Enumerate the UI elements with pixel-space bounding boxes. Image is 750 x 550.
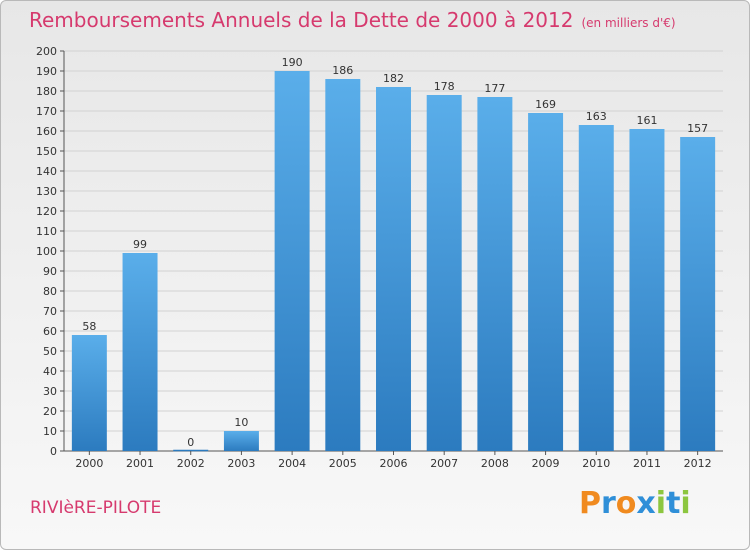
y-tick-label: 60 (43, 325, 57, 338)
y-tick-label: 160 (36, 125, 57, 138)
logo-letter: P (579, 486, 601, 521)
y-tick-label: 110 (36, 225, 57, 238)
bar (274, 71, 310, 451)
bar (477, 97, 513, 451)
x-tick-label: 2005 (329, 457, 357, 470)
y-tick-label: 50 (43, 345, 57, 358)
y-tick-label: 0 (50, 445, 57, 458)
logo-letter: i (680, 486, 691, 521)
y-tick-label: 190 (36, 65, 57, 78)
y-tick-label: 70 (43, 305, 57, 318)
x-tick-label: 2000 (75, 457, 103, 470)
commune-name: RIVIèRE-PILOTE (30, 498, 162, 518)
data-label: 182 (383, 72, 404, 85)
x-tick-label: 2001 (126, 457, 154, 470)
bar (680, 137, 716, 451)
x-tick-labels: 2000 2001 2002 2003 2004 2005 2006 2007 2008 2009… (75, 451, 712, 470)
proxiti-logo: Proxiti (579, 486, 691, 521)
data-label: 10 (234, 416, 248, 429)
logo-letter: o (615, 486, 637, 521)
y-tick-labels: 0 10 20 30 40 50 60 70 80 90 100 110 120 130 140 150 160… (36, 45, 57, 458)
logo-letter: i (655, 486, 667, 521)
data-label: 161 (636, 114, 657, 127)
y-tick-label: 120 (36, 205, 57, 218)
data-label: 0 (187, 436, 194, 449)
y-tick-label: 140 (36, 165, 57, 178)
data-label: 186 (332, 64, 353, 77)
bar (578, 125, 614, 451)
x-tick-label: 2010 (582, 457, 610, 470)
data-label: 190 (282, 56, 303, 69)
logo-letter: t (666, 486, 681, 521)
bar (376, 87, 411, 451)
x-tick-label: 2009 (532, 457, 560, 470)
y-tick-label: 90 (43, 265, 57, 278)
bar (122, 253, 158, 451)
bar (629, 129, 665, 451)
data-label: 178 (434, 80, 455, 93)
y-tick-label: 30 (43, 385, 57, 398)
y-tick-label: 130 (36, 185, 57, 198)
y-tick-label: 40 (43, 365, 57, 378)
x-tick-label: 2008 (481, 457, 509, 470)
x-tick-label: 2012 (684, 457, 712, 470)
bar (426, 95, 462, 451)
bar (528, 113, 564, 451)
data-label: 177 (484, 82, 505, 95)
bar (223, 431, 259, 451)
chart-title-text: Remboursements Annuels de la Dette de 20… (29, 8, 574, 32)
bar (71, 335, 107, 451)
x-tick-label: 2011 (633, 457, 661, 470)
logo-letter: r (601, 486, 616, 521)
y-tick-label: 180 (36, 85, 57, 98)
chart-title: Remboursements Annuels de la Dette de 20… (29, 8, 676, 32)
data-label: 169 (535, 98, 556, 111)
y-tick-label: 80 (43, 285, 57, 298)
data-label: 58 (82, 320, 96, 333)
data-label: 163 (586, 110, 607, 123)
bars (71, 71, 716, 452)
y-tick-label: 200 (36, 45, 57, 58)
y-tick-label: 170 (36, 105, 57, 118)
bar (325, 79, 361, 451)
data-labels: 58 99 0 10 190 186 182 178 177 169 163 161 157 (82, 56, 708, 449)
y-tick-label: 150 (36, 145, 57, 158)
data-label: 157 (687, 122, 708, 135)
x-tick-label: 2006 (380, 457, 408, 470)
x-tick-label: 2004 (278, 457, 306, 470)
y-tick-label: 10 (43, 425, 57, 438)
x-tick-label: 2003 (227, 457, 255, 470)
x-tick-label: 2007 (430, 457, 458, 470)
data-label: 99 (133, 238, 147, 251)
logo-letter: x (636, 486, 656, 521)
y-tick-label: 100 (36, 245, 57, 258)
y-tick-label: 20 (43, 405, 57, 418)
x-tick-label: 2002 (177, 457, 205, 470)
chart-subtitle: (en milliers d'€) (581, 16, 676, 30)
